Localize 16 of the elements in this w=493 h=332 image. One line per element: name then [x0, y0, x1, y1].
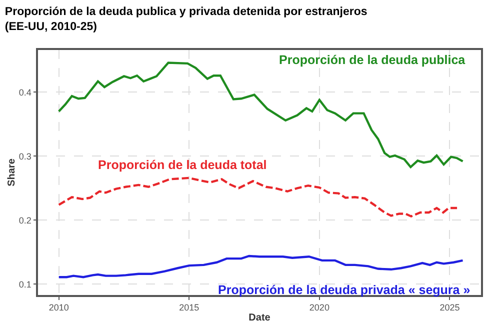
- y-axis-title: Share: [6, 158, 18, 186]
- x-tick-label: 2020: [309, 302, 330, 313]
- y-tick-label: 0.1: [18, 279, 32, 290]
- text: Proporción de la deuda publica: [279, 53, 466, 67]
- series-label: Proporción de la deuda privada « segura »: [218, 283, 470, 297]
- line-series: [58, 254, 464, 278]
- line-series: [58, 176, 458, 218]
- x-tick-label: 2015: [179, 302, 200, 313]
- series-label: Proporción de la deuda total: [98, 158, 267, 172]
- x-tick-label: 2010: [48, 302, 69, 313]
- chart-title: Proporción de la deuda publica y privada detenida por estranjeros (EE-UU, 2010-25): [4, 6, 368, 33]
- y-tick-label: 0.2: [18, 215, 32, 226]
- y-tick-label: 0.4: [18, 87, 32, 98]
- x-tick-label: 2025: [440, 302, 460, 313]
- x-axis-title: Date: [248, 312, 271, 324]
- y-tick-label: 0.3: [18, 151, 32, 162]
